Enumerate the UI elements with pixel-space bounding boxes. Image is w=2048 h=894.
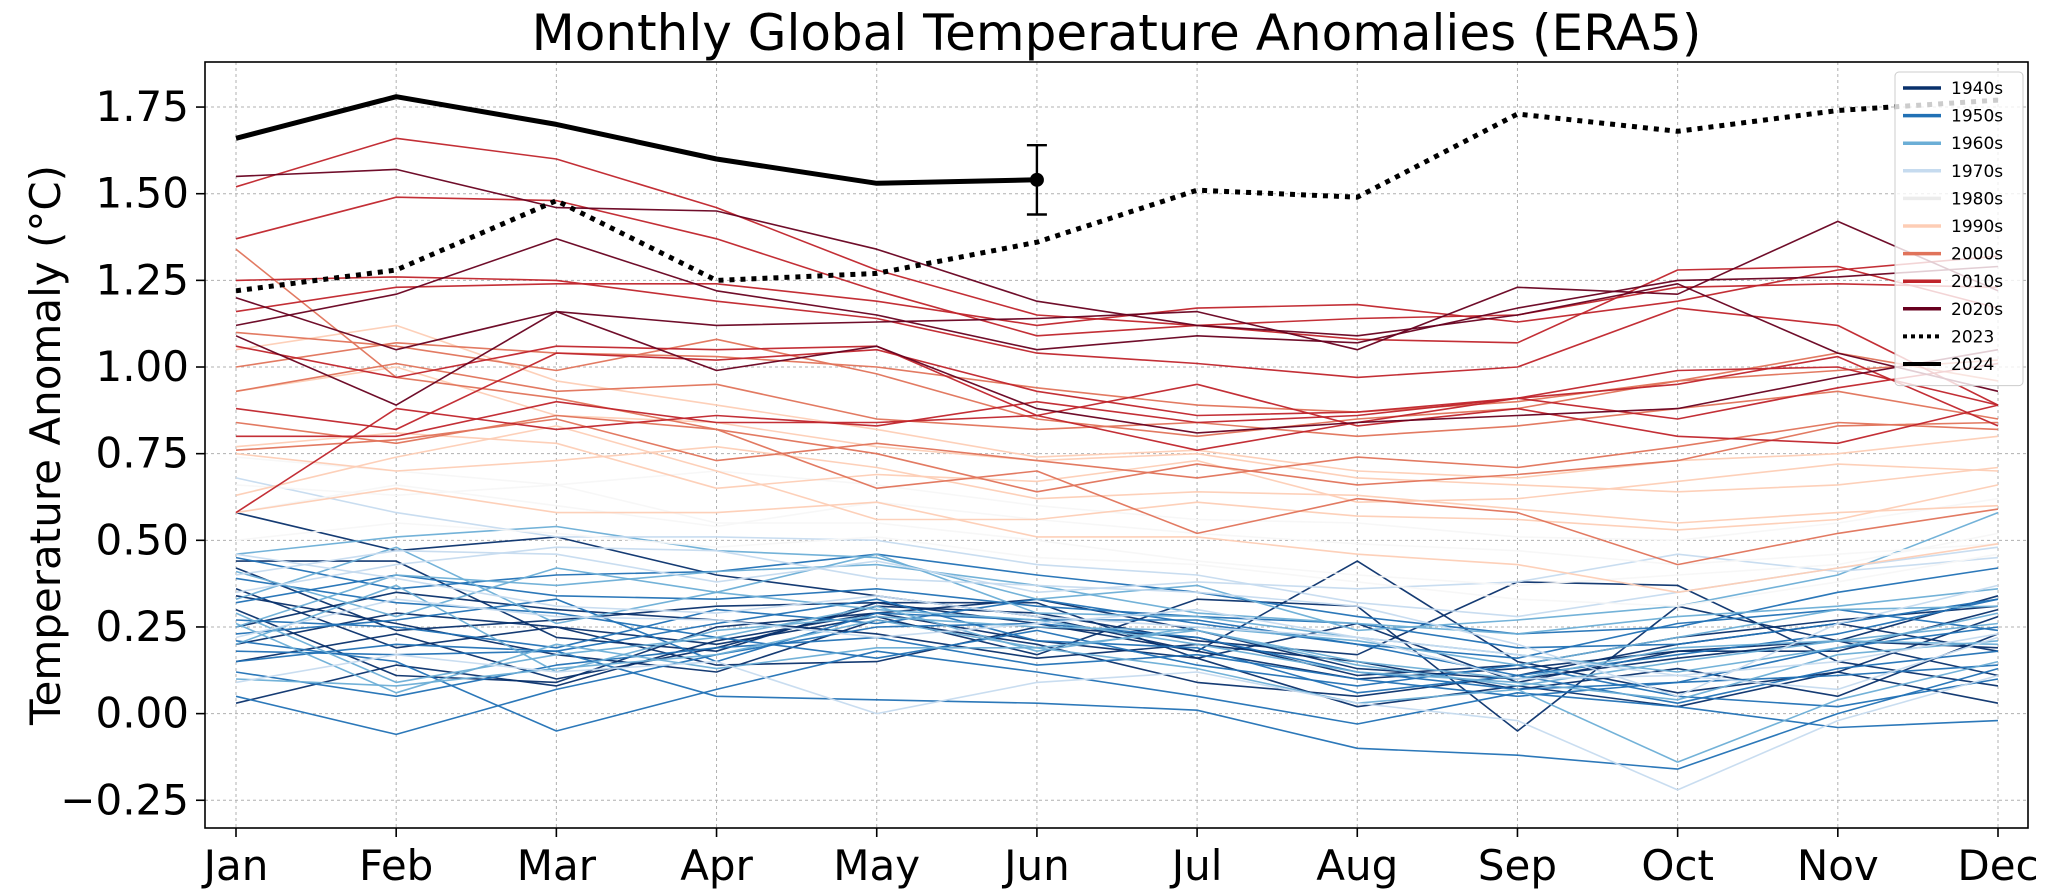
series-line-1980s: [235, 456, 1999, 542]
highlight-series-lines: [235, 94, 1999, 294]
series-line-1970s: [235, 549, 1999, 594]
series-line-1950s: [235, 598, 1999, 705]
legend-label-2010s: 2010s: [1951, 272, 2003, 292]
series-line-1970s: [235, 553, 1999, 691]
series-line-1950s: [235, 598, 1999, 677]
series-line-1990s: [235, 487, 1999, 594]
x-tick-label: Nov: [1797, 841, 1879, 890]
legend-label-1980s: 1980s: [1951, 189, 2003, 209]
series-line-1980s: [235, 484, 1999, 566]
plot-area-frame: [204, 61, 2029, 829]
y-tick-label: 0.00: [95, 689, 189, 738]
series-line-1940s: [235, 511, 1999, 694]
series-line-2010s: [235, 137, 1999, 327]
x-tick-label: Jun: [1001, 841, 1070, 890]
series-line-1970s: [235, 598, 1999, 680]
series-line-1940s: [235, 588, 1999, 732]
series-line-1960s: [235, 619, 1999, 763]
legend-label-1960s: 1960s: [1951, 134, 2003, 154]
y-tick-label: 1.75: [95, 82, 189, 131]
x-tick-label: Oct: [1641, 841, 1714, 890]
y-tick-label: 0.75: [95, 429, 189, 478]
series-line-1940s: [235, 567, 1999, 680]
series-line-1960s: [235, 567, 1999, 701]
x-tick-label: Feb: [359, 841, 433, 890]
series-line-2000s: [235, 414, 1999, 493]
series-line-1990s: [235, 445, 1999, 524]
series-line-2010s: [235, 276, 1999, 406]
series-line-1970s: [235, 653, 1999, 791]
series-line-1990s: [235, 432, 1999, 504]
legend-label-2023: 2023: [1951, 327, 1994, 347]
legend-label-1990s: 1990s: [1951, 217, 2003, 237]
legend: 1940s 1950s 1960s 1970s 1980s 1990s 2000s 2010s…: [1894, 71, 2024, 387]
series-line-1960s: [235, 563, 1999, 635]
series-line-2020s: [235, 220, 1999, 351]
series-line-1950s: [235, 640, 1999, 732]
series-line-1950s: [235, 636, 1999, 698]
series-line-2010s: [235, 362, 1999, 514]
y-tick-label: 0.50: [95, 515, 189, 564]
series-line-1990s: [235, 425, 1999, 531]
x-tick-label: Dec: [1957, 841, 2038, 890]
series-line-1970s: [235, 546, 1999, 698]
x-tick-label: Apr: [680, 841, 753, 890]
series-line-2020s: [235, 310, 1999, 434]
legend-label-2024: 2024: [1951, 355, 1994, 375]
series-line-1950s: [235, 598, 1999, 663]
x-tick-label: Sep: [1478, 841, 1557, 890]
x-tick-label: Aug: [1316, 841, 1398, 890]
series-line-1960s: [235, 511, 1999, 632]
error-bar-point: [1029, 172, 1044, 187]
series-line-1960s: [235, 605, 1999, 684]
legend-label-2000s: 2000s: [1951, 245, 2003, 265]
x-tick-label: Jul: [1169, 841, 1223, 890]
y-tick-label: −0.25: [60, 775, 189, 824]
series-line-2000s: [235, 418, 1999, 479]
series-line-2010s: [236, 355, 1999, 452]
x-tick-label: Jan: [201, 841, 269, 890]
y-axis-title: Temperature Anomaly (°C): [21, 165, 70, 726]
series-line-1940s: [235, 608, 1999, 708]
legend-label-1970s: 1970s: [1951, 162, 2003, 182]
series-line-1950s: [235, 622, 1999, 736]
series-line-2010s: [235, 345, 1999, 445]
chart-title: Monthly Global Temperature Anomalies (ER…: [532, 4, 1702, 62]
series-line-2010s: [235, 196, 1999, 344]
decade-series-lines: [235, 137, 1999, 791]
legend-label-1940s: 1940s: [1951, 79, 2003, 99]
series-line-2020s: [235, 168, 1999, 393]
series-line-1980s: [235, 484, 1999, 587]
series-line-2024: [235, 94, 1037, 186]
series-line-2000s: [235, 248, 1999, 566]
y-tick-label: 0.25: [95, 602, 189, 651]
axis-ticks: −0.25 0.00 0.25 0.50 0.75 1.00 1.25 1.50 1.75 Jan…: [60, 82, 2038, 890]
series-line-2000s: [235, 362, 1999, 438]
series-line-1990s: [235, 324, 1999, 479]
legend-label-2020s: 2020s: [1951, 300, 2003, 320]
y-tick-label: 1.00: [95, 342, 189, 391]
series-line-2010s: [235, 348, 1999, 431]
y-tick-label: 1.50: [95, 169, 189, 218]
series-line-1960s: [235, 584, 1999, 687]
legend-label-1950s: 1950s: [1951, 107, 2003, 127]
x-tick-label: Mar: [517, 841, 597, 890]
x-tick-label: May: [833, 841, 920, 890]
series-line-1980s: [235, 522, 1999, 608]
series-line-2020s: [235, 238, 1999, 351]
y-tick-label: 1.25: [95, 255, 189, 304]
series-line-1960s: [235, 546, 1999, 673]
